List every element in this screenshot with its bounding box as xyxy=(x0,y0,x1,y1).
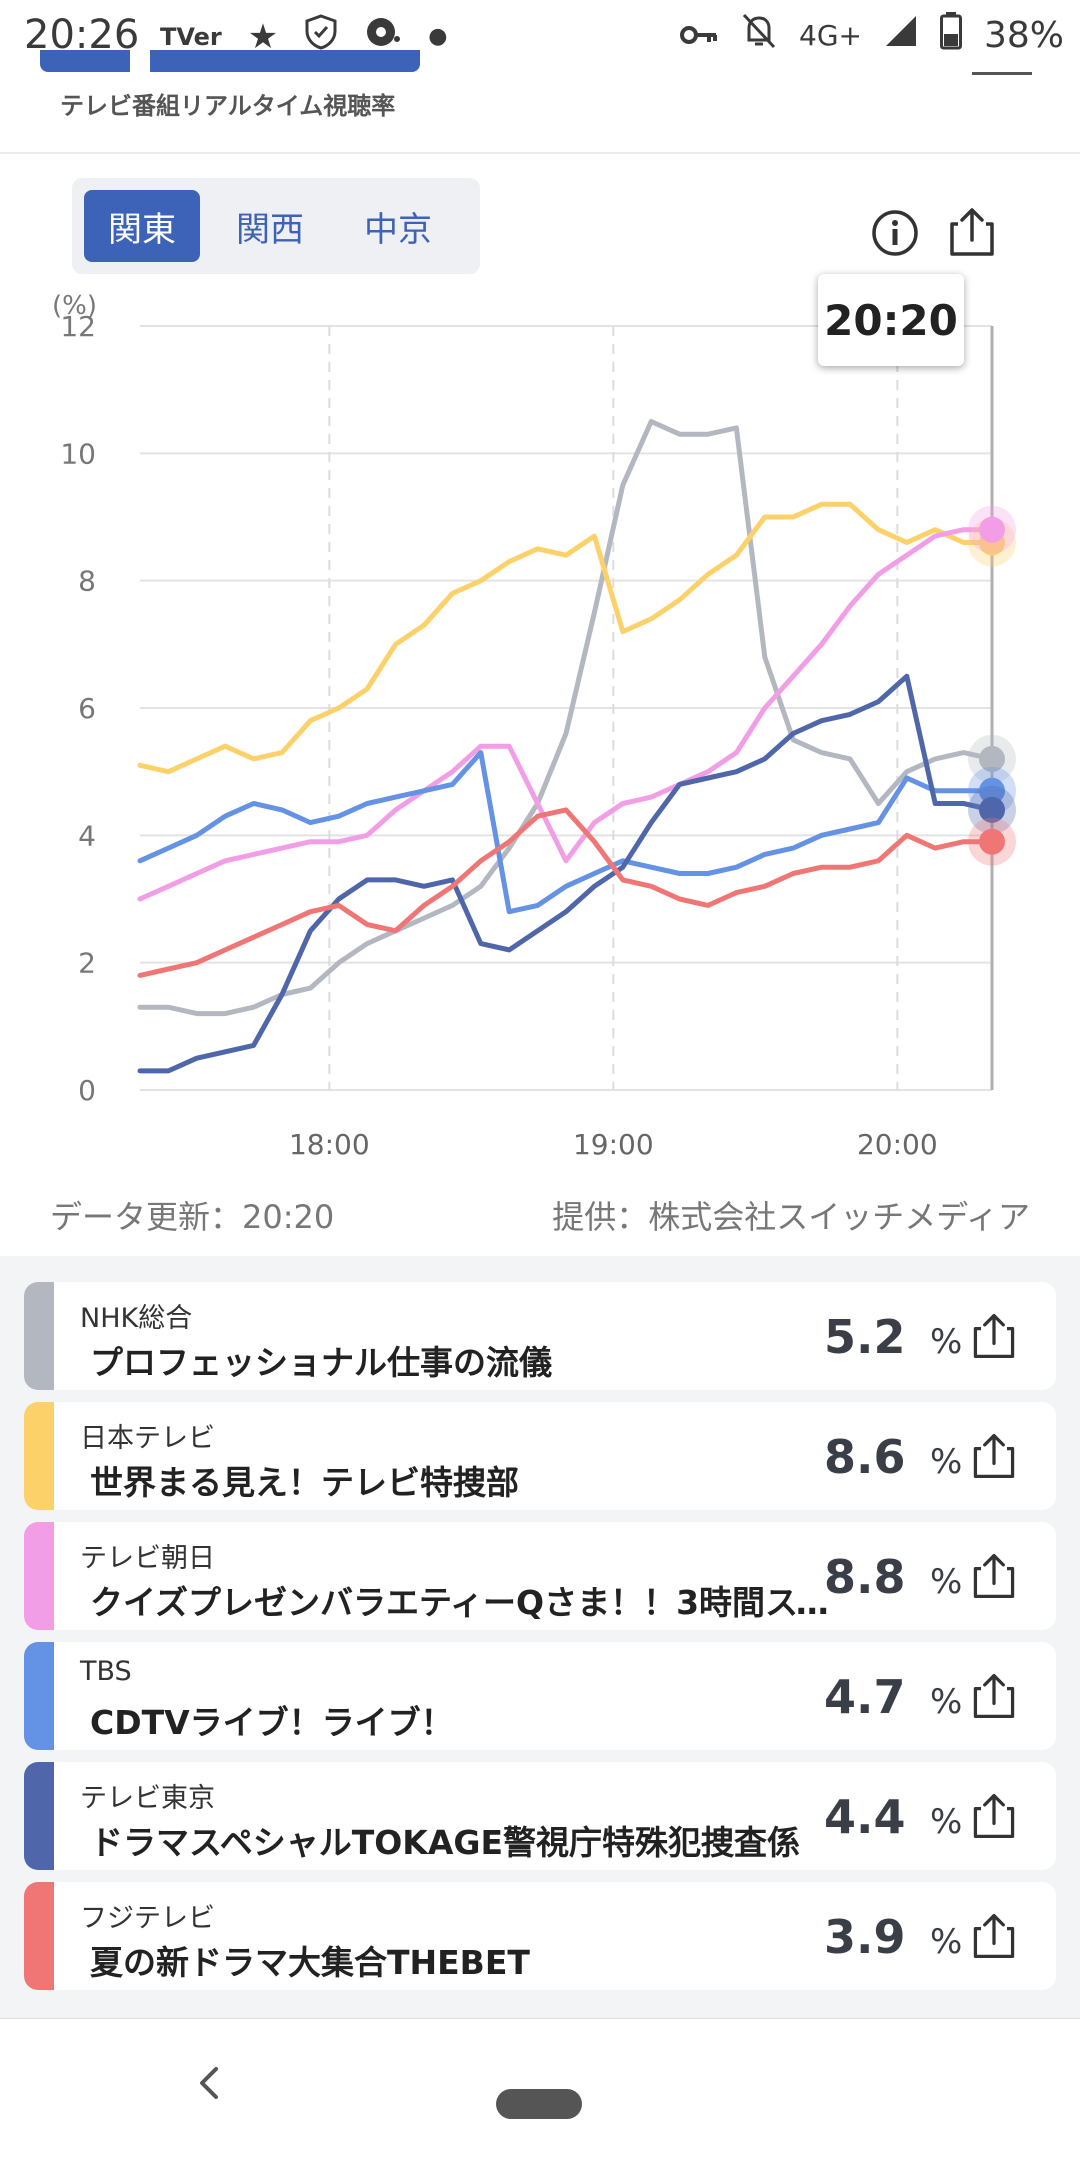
tver-icon: TVer xyxy=(160,22,222,51)
program-card-ntv[interactable]: 日本テレビ 世界まる見え！テレビ特捜部 8.6 % xyxy=(24,1402,1056,1510)
share-icon[interactable] xyxy=(968,1670,1020,1722)
program-title: クイズプレゼンバラエティーQさま！！3時間スペシャル xyxy=(90,1583,834,1622)
channel-name: NHK総合 xyxy=(80,1303,193,1334)
site-subtitle: テレビ番組リアルタイム視聴率 xyxy=(60,92,396,120)
program-card-tv-tokyo[interactable]: テレビ東京 ドラマスペシャルTOKAGE警視庁特殊犯捜査係 4.4 % xyxy=(24,1762,1056,1870)
series-line xyxy=(137,807,995,978)
y-axis-label: (%) xyxy=(52,291,97,321)
program-rating: 3.9 xyxy=(824,1910,906,1964)
rating-unit: % xyxy=(930,1442,963,1482)
y-tick-label: 4 xyxy=(78,819,96,852)
channel-color-bar xyxy=(24,1282,54,1390)
navigation-bar xyxy=(0,2018,1080,2161)
star-icon: ★ xyxy=(247,16,279,57)
dot-icon: ● xyxy=(428,24,448,49)
mute-icon xyxy=(741,12,777,59)
program-card-nhk[interactable]: NHK総合 プロフェッショナル仕事の流儀 5.2 % xyxy=(24,1282,1056,1390)
series-end-point xyxy=(979,516,1005,543)
data-provider: 提供：株式会社スイッチメディア xyxy=(552,1198,1030,1236)
rating-unit: % xyxy=(930,1322,963,1362)
region-tabs: 関東 関西 中京 xyxy=(72,178,480,274)
program-rating: 8.8 xyxy=(824,1550,906,1604)
program-rating: 4.7 xyxy=(824,1670,906,1724)
share-icon[interactable] xyxy=(968,1790,1020,1842)
program-card-tv-asahi[interactable]: テレビ朝日 クイズプレゼンバラエティーQさま！！3時間スペシャル 8.8 % xyxy=(24,1522,1056,1630)
back-icon[interactable] xyxy=(190,2063,230,2103)
key-icon xyxy=(679,15,719,56)
battery-icon xyxy=(939,12,962,59)
tab-kansai[interactable]: 関西 xyxy=(236,209,304,250)
share-icon[interactable] xyxy=(968,1550,1020,1602)
status-left-icons: TVer ★ ● xyxy=(160,14,447,59)
channel-name: 日本テレビ xyxy=(80,1423,215,1454)
series-end-point xyxy=(979,828,1005,855)
channel-name: TBS xyxy=(80,1656,132,1687)
time-tooltip: 20:20 xyxy=(818,274,964,366)
program-rating: 8.6 xyxy=(824,1430,906,1484)
channel-color-bar xyxy=(24,1522,54,1630)
series-end-point xyxy=(979,745,1005,772)
channel-color-bar xyxy=(24,1642,54,1750)
program-rating: 4.4 xyxy=(824,1790,906,1844)
series-end-point xyxy=(979,777,1005,804)
program-card-tbs[interactable]: TBS CDTVライブ！ライブ！ 4.7 % xyxy=(24,1642,1056,1750)
signal-icon xyxy=(884,14,918,57)
share-icon[interactable] xyxy=(968,1910,1020,1962)
program-rating: 5.2 xyxy=(824,1310,906,1364)
program-title: CDTVライブ！ライブ！ xyxy=(90,1703,454,1742)
site-header: テレビ番組リアルタイム視聴率 xyxy=(0,50,1080,154)
x-tick-label: 18:00 xyxy=(289,1128,370,1161)
tab-kanto[interactable]: 関東 xyxy=(84,190,200,262)
series-end-point xyxy=(979,796,1005,823)
cast-icon xyxy=(364,15,402,58)
series-line xyxy=(137,419,995,1017)
x-tick-label: 19:00 xyxy=(573,1128,654,1161)
shield-icon xyxy=(304,14,338,59)
rating-unit: % xyxy=(930,1922,963,1962)
battery-percent: 38% xyxy=(983,15,1064,56)
series-line xyxy=(137,673,995,1074)
channel-name: テレビ東京 xyxy=(80,1783,215,1814)
menu-icon[interactable] xyxy=(972,72,1032,75)
info-icon[interactable] xyxy=(870,208,920,258)
y-tick-label: 8 xyxy=(78,565,96,598)
y-tick-label: 2 xyxy=(78,947,96,980)
series-line xyxy=(137,501,995,775)
series-line xyxy=(137,750,995,915)
y-tick-label: 12 xyxy=(60,310,96,343)
rating-unit: % xyxy=(930,1682,963,1722)
series-line xyxy=(137,527,995,902)
home-pill[interactable] xyxy=(496,2089,582,2119)
share-icon[interactable] xyxy=(968,1310,1020,1362)
program-title: プロフェッショナル仕事の流儀 xyxy=(90,1343,552,1382)
program-list: NHK総合 プロフェッショナル仕事の流儀 5.2 % 日本テレビ 世界まる見え！… xyxy=(0,1256,1080,2018)
channel-color-bar xyxy=(24,1762,54,1870)
share-icon[interactable] xyxy=(968,1430,1020,1482)
rating-unit: % xyxy=(930,1562,963,1602)
channel-name: フジテレビ xyxy=(80,1903,215,1934)
y-tick-label: 10 xyxy=(60,437,96,470)
data-update-time: データ更新：20:20 xyxy=(50,1198,335,1236)
y-tick-label: 0 xyxy=(78,1074,96,1107)
site-logo[interactable] xyxy=(40,50,420,72)
network-label: 4G+ xyxy=(799,19,862,52)
status-right-icons: 4G+ 38% xyxy=(679,12,1064,59)
chart-svg: 0 2 4 6 8 10 12(%) 18:00 19:00 20:00 xyxy=(52,291,1016,1161)
channel-name: テレビ朝日 xyxy=(80,1543,215,1574)
program-title: ドラマスペシャルTOKAGE警視庁特殊犯捜査係 xyxy=(90,1823,800,1862)
y-tick-label: 6 xyxy=(78,692,96,725)
program-title: 夏の新ドラマ大集合THEBET xyxy=(90,1943,530,1982)
channel-color-bar xyxy=(24,1402,54,1510)
x-tick-label: 20:00 xyxy=(857,1128,938,1161)
rating-unit: % xyxy=(930,1802,963,1842)
share-icon[interactable] xyxy=(944,204,1000,260)
channel-color-bar xyxy=(24,1882,54,1990)
program-card-fuji[interactable]: フジテレビ 夏の新ドラマ大集合THEBET 3.9 % xyxy=(24,1882,1056,1990)
rating-chart[interactable]: 0 2 4 6 8 10 12 (%) 18:00 19:00 20:00 xyxy=(0,290,1080,1230)
tab-chukyo[interactable]: 中京 xyxy=(364,209,432,250)
program-title: 世界まる見え！テレビ特捜部 xyxy=(90,1463,519,1502)
